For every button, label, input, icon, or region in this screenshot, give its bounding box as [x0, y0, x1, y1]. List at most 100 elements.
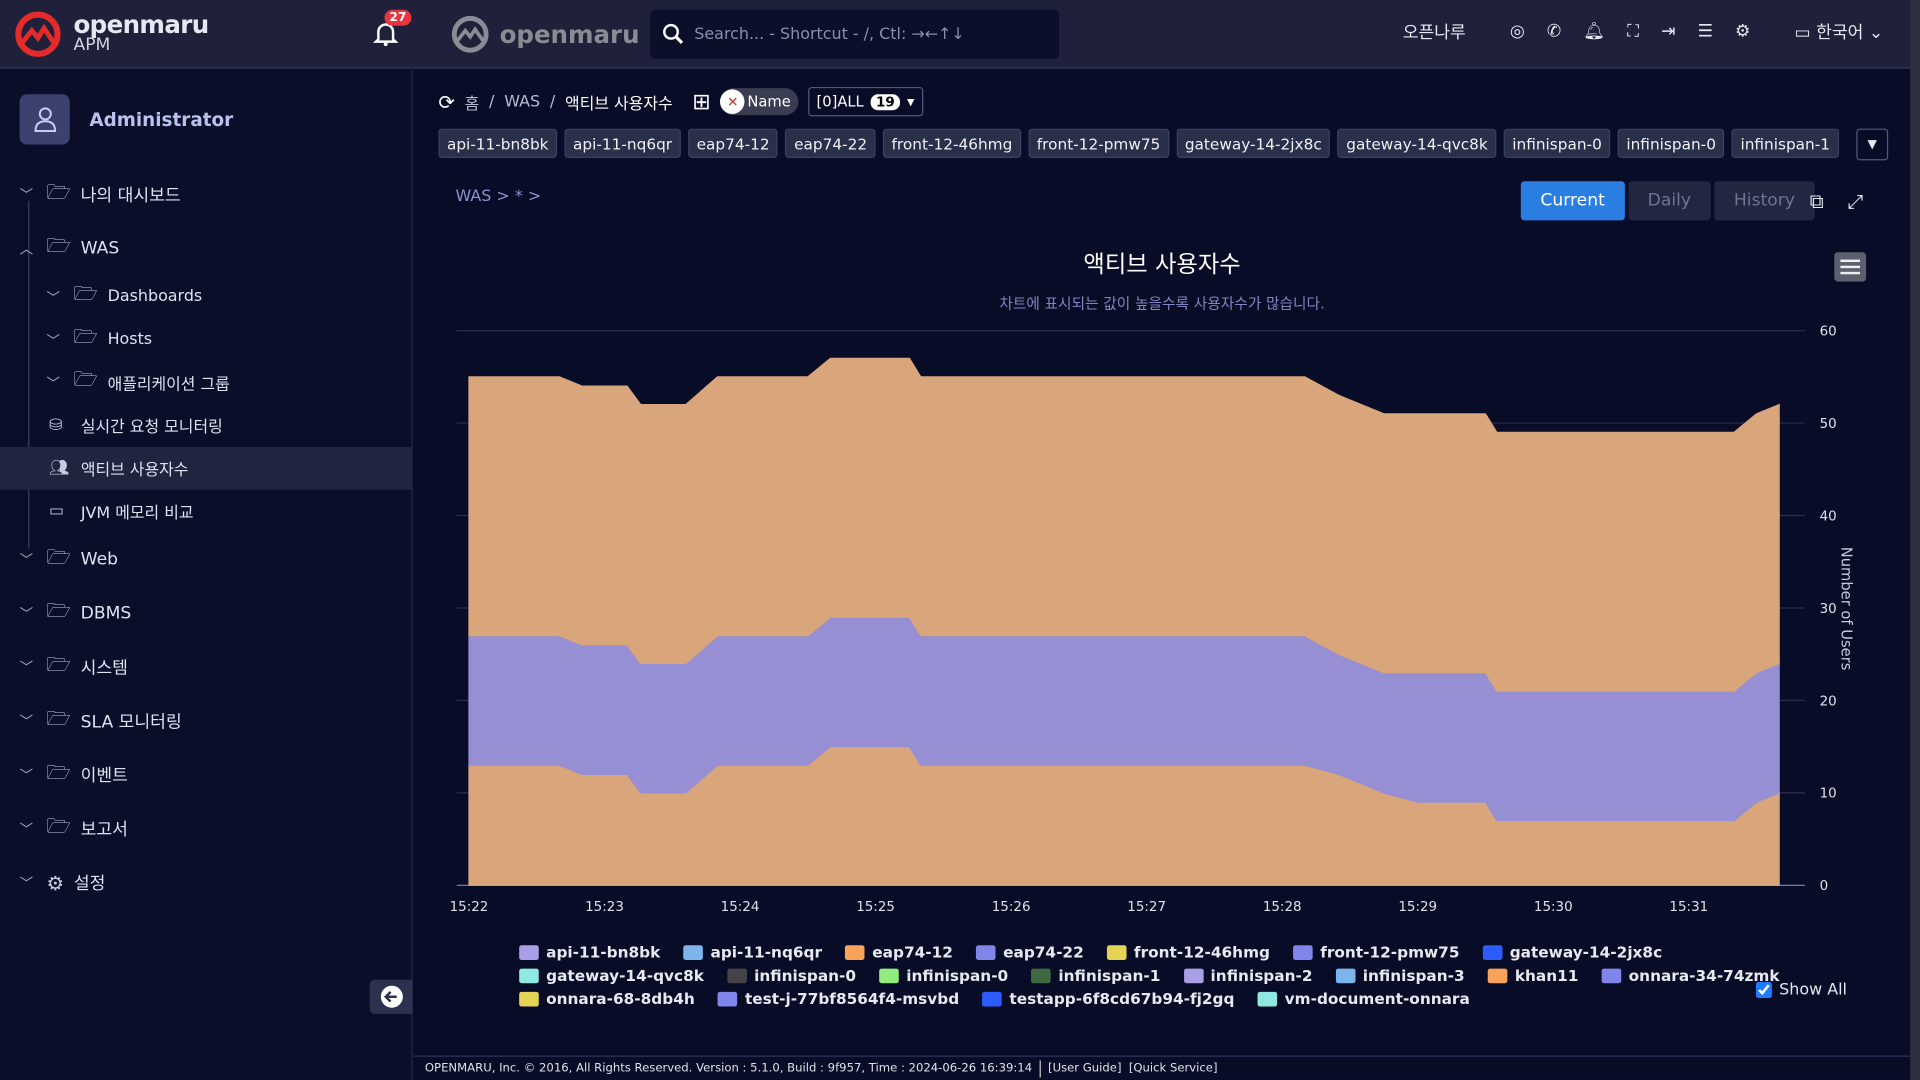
- y-tick-label: 30: [1820, 602, 1837, 617]
- legend-item[interactable]: gateway-14-2jx8c: [1482, 942, 1662, 963]
- sidebar-item[interactable]: ﹀ 🗁︎ DBMS: [0, 587, 413, 641]
- show-all-input[interactable]: [1755, 982, 1772, 998]
- sidebar-item[interactable]: ﹀ 🗁︎ 보고서: [0, 802, 413, 856]
- expand-icon[interactable]: ⤢: [1847, 189, 1864, 214]
- search-box[interactable]: [650, 9, 1060, 59]
- legend-item[interactable]: infinispan-2: [1183, 965, 1313, 986]
- fullscreen-icon[interactable]: ⛶: [1627, 22, 1640, 42]
- language-select[interactable]: ▭ 한국어 ⌄: [1794, 23, 1884, 43]
- legend-item[interactable]: onnara-68-8db4h: [519, 988, 695, 1009]
- page-scrollbar[interactable]: [1910, 0, 1920, 1080]
- quick-service-link[interactable]: [Quick Service]: [1128, 1061, 1218, 1076]
- chart-menu-button[interactable]: [1834, 252, 1867, 282]
- admin-profile[interactable]: Administrator: [19, 94, 233, 145]
- sidebar-item-label: Hosts: [107, 330, 153, 349]
- legend-swatch: [1106, 944, 1127, 960]
- legend-item[interactable]: infinispan-3: [1335, 965, 1465, 986]
- legend-item[interactable]: eap74-22: [976, 942, 1084, 963]
- instance-tag[interactable]: gateway-14-qvc8k: [1337, 128, 1497, 158]
- sidebar-item[interactable]: ﹀ 🗁︎ 이벤트: [0, 748, 413, 802]
- legend-label: vm-document-onnara: [1284, 989, 1470, 1008]
- sidebar-item[interactable]: ﹀ 🗁︎ Dashboards: [0, 276, 413, 319]
- legend-item[interactable]: khan11: [1487, 965, 1578, 986]
- legend-item[interactable]: front-12-46hmg: [1106, 942, 1270, 963]
- settings-gear-icon[interactable]: ⚙: [1735, 22, 1751, 42]
- hamburger-menu-icon[interactable]: ☰: [1697, 22, 1713, 42]
- sidebar-item[interactable]: ﹀ 🗁︎ 나의 대시보드: [0, 168, 413, 222]
- chevron-down-icon: ﹀: [19, 660, 34, 676]
- alarm-bell-icon[interactable]: 🔔︎: [1583, 22, 1606, 42]
- daily-button[interactable]: Daily: [1628, 181, 1711, 221]
- sidebar-item[interactable]: ︿ 🗁︎ WAS: [0, 222, 413, 276]
- sidebar-item[interactable]: ⛁ 실시간 요청 모니터링: [0, 404, 413, 447]
- legend-item[interactable]: gateway-14-qvc8k: [519, 965, 704, 986]
- user-name-link[interactable]: 오픈나루: [1402, 23, 1466, 43]
- sidebar: Administrator ﹀ 🗁︎ 나의 대시보드 ︿ 🗁︎ WAS ﹀ 🗁︎ Dashboa…: [0, 69, 413, 1080]
- sidebar-item[interactable]: ﹀ 🗁︎ Web: [0, 533, 413, 587]
- legend-item[interactable]: testapp-6f8cd67b94-fj2gq: [982, 988, 1234, 1009]
- legend-item[interactable]: front-12-pmw75: [1293, 942, 1459, 963]
- instance-tag[interactable]: front-12-46hmg: [882, 128, 1021, 158]
- legend-item[interactable]: infinispan-0: [727, 965, 856, 986]
- legend-label: testapp-6f8cd67b94-fj2gq: [1009, 989, 1235, 1008]
- chart-subtitle: 차트에 표시되는 값이 높을수록 사용자수가 많습니다.: [999, 295, 1325, 313]
- chat-icon[interactable]: ◎: [1509, 22, 1525, 42]
- phone-icon[interactable]: ✆: [1546, 22, 1562, 42]
- breadcrumb-was[interactable]: WAS: [504, 92, 541, 111]
- chevron-down-icon: ﹀: [46, 375, 61, 392]
- legend-item[interactable]: infinispan-0: [879, 965, 1008, 986]
- instance-tag[interactable]: api-11-nq6qr: [564, 128, 681, 158]
- grid-view-icon[interactable]: ⊞: [692, 88, 711, 115]
- current-button[interactable]: Current: [1520, 181, 1625, 221]
- legend-swatch: [718, 991, 738, 1006]
- instance-tag[interactable]: infinispan-0: [1617, 128, 1725, 158]
- logout-icon[interactable]: ⇥: [1661, 22, 1676, 42]
- instance-tag[interactable]: eap74-22: [785, 128, 876, 158]
- sidebar-item[interactable]: ﹀ ⚙ 설정: [0, 856, 413, 910]
- sidebar-item[interactable]: 👥︎ 액티브 사용자수: [0, 446, 413, 490]
- sidebar-item-label: 이벤트: [80, 766, 128, 787]
- legend-item[interactable]: eap74-12: [845, 942, 953, 963]
- show-all-checkbox[interactable]: Show All: [1755, 981, 1847, 999]
- y-tick-label: 0: [1820, 879, 1829, 894]
- instance-select[interactable]: [0]ALL 19 ▾: [807, 86, 923, 117]
- legend-item[interactable]: vm-document-onnara: [1257, 988, 1470, 1009]
- breadcrumb-home[interactable]: 홈: [464, 94, 480, 114]
- x-tick-label: 15:22: [450, 900, 489, 915]
- instance-tag[interactable]: infinispan-0: [1503, 128, 1611, 158]
- tags-dropdown-button[interactable]: ▼: [1856, 128, 1889, 161]
- legend-item[interactable]: test-j-77bf8564f4-msvbd: [718, 988, 959, 1009]
- users-icon: 👥︎: [48, 459, 70, 478]
- close-icon: ✕: [720, 89, 745, 114]
- search-input[interactable]: [694, 25, 1038, 44]
- refresh-icon[interactable]: ⟳: [438, 90, 455, 114]
- sidebar-item-label: SLA 모니터링: [80, 712, 182, 733]
- sidebar-item[interactable]: ﹀ 🗁︎ 애플리케이션 그룹: [0, 361, 413, 404]
- legend-label: onnara-34-74zmk: [1628, 966, 1780, 985]
- legend-swatch: [845, 944, 865, 960]
- user-guide-link[interactable]: [User Guide]: [1048, 1061, 1122, 1076]
- legend-item[interactable]: infinispan-1: [1031, 965, 1160, 986]
- legend-swatch: [1482, 944, 1503, 960]
- sidebar-item[interactable]: ﹀ 🗁︎ SLA 모니터링: [0, 694, 413, 748]
- history-button[interactable]: History: [1714, 181, 1815, 221]
- chevron-up-icon: ︿: [19, 241, 34, 258]
- instance-tag[interactable]: infinispan-1: [1731, 128, 1839, 158]
- instance-tag[interactable]: gateway-14-2jx8c: [1176, 128, 1331, 158]
- legend-label: infinispan-1: [1058, 966, 1161, 985]
- instance-tag[interactable]: api-11-bn8bk: [438, 128, 558, 158]
- instance-tag[interactable]: eap74-12: [688, 128, 779, 158]
- legend-item[interactable]: onnara-34-74zmk: [1601, 965, 1780, 986]
- external-link-icon[interactable]: ⧉: [1809, 189, 1824, 214]
- brand-logo[interactable]: openmaru APM: [15, 11, 209, 58]
- sidebar-item[interactable]: ﹀ 🗁︎ 시스템: [0, 640, 413, 694]
- legend-item[interactable]: api-11-nq6qr: [683, 942, 822, 963]
- legend-label: test-j-77bf8564f4-msvbd: [744, 989, 960, 1008]
- legend-item[interactable]: api-11-bn8bk: [519, 942, 660, 963]
- all-label: [0]ALL: [816, 93, 864, 111]
- sidebar-item[interactable]: ﹀ 🗁︎ Hosts: [0, 318, 413, 361]
- collapse-sidebar-button[interactable]: [369, 979, 413, 1014]
- name-toggle[interactable]: ✕ Name: [720, 88, 799, 116]
- sidebar-item[interactable]: ▭ JVM 메모리 비교: [0, 490, 413, 533]
- instance-tag[interactable]: front-12-pmw75: [1028, 128, 1169, 158]
